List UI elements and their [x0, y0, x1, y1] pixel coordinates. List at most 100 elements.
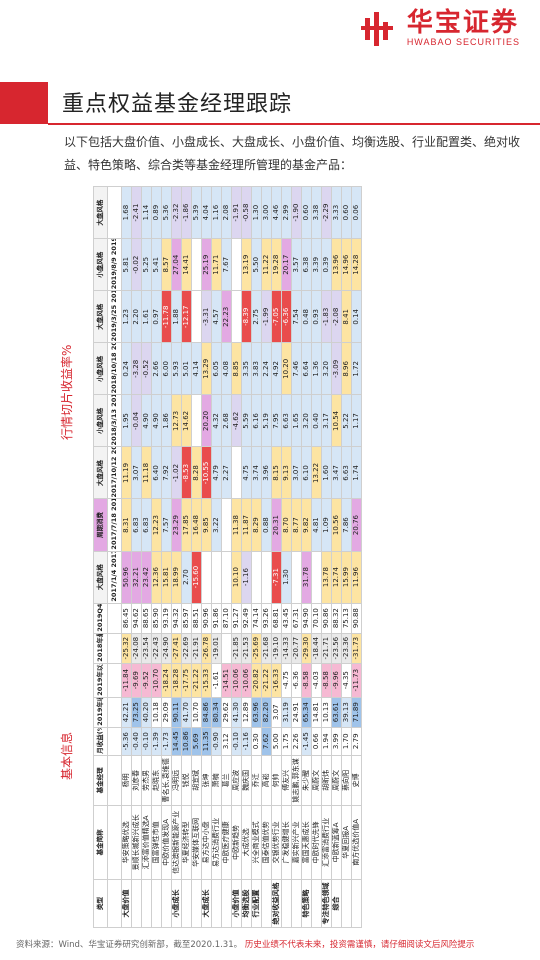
table-cell: 7.86: [341, 499, 352, 552]
table-cell: [131, 879, 142, 928]
table-cell: [261, 879, 272, 928]
table-cell: -0.90: [211, 727, 222, 756]
table-cell: -21.22: [261, 663, 272, 698]
table-cell: 84.86: [201, 697, 212, 728]
table-cell: 1.72: [351, 342, 362, 395]
table-cell: 0.40: [311, 394, 322, 447]
table-cell: 傅友兴: [281, 755, 292, 806]
table-row: 嘉实新兴产业 姚志鹏,郭东谋 2.26 24.91 -6.36 -20.77 67.31 8.…: [291, 186, 302, 928]
table-cell: 周蔚文: [331, 755, 342, 806]
table-row: 景顺长城新兴成长 刘彦春 -0.40 73.25 -9.69 -24.08 94.62 32.…: [131, 186, 142, 928]
table-cell: 10.20: [281, 342, 292, 395]
table-cell: 2.99: [281, 186, 292, 239]
table-cell: [141, 879, 152, 928]
table-cell: 41.30: [231, 697, 242, 728]
table-cell: 3.74: [251, 446, 262, 499]
table-cell: 2.79: [351, 727, 362, 756]
table-cell: 91.86: [211, 603, 222, 634]
table-header-cell: 月收益(%): [93, 727, 108, 756]
table-row: 广发稳健增长 傅友兴 1.75 31.19 -4.75 -14.33 43.45 1.30 8.…: [281, 186, 292, 928]
table-cell: 20.20: [201, 394, 212, 447]
table-date-cell-blank: [107, 697, 122, 728]
table-cell: 国富弹性市值: [151, 805, 162, 880]
table-cell: 5.39: [191, 186, 202, 239]
table-cell: -22.43: [151, 633, 162, 664]
table-cell: 10.10: [231, 551, 242, 604]
table-cell: 12.23: [151, 499, 162, 552]
table-cell: 6.38: [301, 238, 312, 291]
table-cell: 萧楠: [211, 755, 222, 806]
table-cell: 5.22: [341, 394, 352, 447]
table-cell: 5.01: [181, 342, 192, 395]
table-header-cell: 2018年最大回撤(%): [93, 633, 108, 664]
table-cell: -1.61: [211, 663, 222, 698]
table-cell: 12.73: [171, 394, 182, 447]
table-cell: 易方达中小盘: [201, 805, 212, 880]
table-cell: -21.53: [241, 633, 252, 664]
table-cell: -5.36: [121, 727, 132, 756]
table-cell: 0.60: [341, 186, 352, 239]
table-cell: 15.81: [161, 551, 172, 604]
table-cell: 14.41: [181, 238, 192, 291]
table-cell: 中欧新趋势: [231, 805, 242, 880]
table-cell: 23.29: [171, 499, 182, 552]
table-cell: -29.30: [301, 633, 312, 664]
table-cell: -4.75: [281, 663, 292, 698]
table-cell: 4.75: [241, 446, 252, 499]
table-cell: -1.83: [321, 290, 332, 343]
table-cell: -18.24: [161, 663, 172, 698]
table-cell: 10.86: [181, 727, 192, 756]
table-cell: 中欧医疗健康: [221, 805, 232, 880]
table-cell: -0.10: [141, 727, 152, 756]
table-cell: 中欧价值发现A: [161, 805, 172, 880]
table-header-row: 类型基金简称基金经理月收益(%)2019年收益(%)2019年以来最大回撤(%)…: [93, 186, 108, 928]
table-cell: 冯明远: [171, 755, 182, 806]
table-cell: 2.26: [291, 727, 302, 756]
title-divider: [48, 123, 540, 125]
table-cell: 2.68: [221, 394, 232, 447]
table-cell: 8.57: [161, 238, 172, 291]
table-cell: 31.78: [301, 551, 312, 604]
table-cell: -25.69: [251, 633, 262, 664]
table-cell: 4.57: [211, 290, 222, 343]
table-date-cell-blank: [107, 663, 122, 698]
table-cell: [161, 879, 172, 928]
table-cell: 3.07: [131, 446, 142, 499]
table-cell: 周蔚文: [311, 755, 322, 806]
table-cell: 0.60: [301, 186, 312, 239]
table-cell: 1.23: [121, 290, 132, 343]
table-cell: 3.00: [261, 186, 272, 239]
table-cell: -6.36: [281, 290, 292, 343]
table-date-cell: 2017/7/18 2017/10/12: [107, 499, 122, 552]
table-cell: 94.32: [171, 603, 182, 634]
table-cell: 23.42: [141, 551, 152, 604]
table-cell: -0.02: [131, 238, 142, 291]
table-cell: 4.32: [211, 394, 222, 447]
table-cell: 0.24: [121, 342, 132, 395]
table-cell: -23.56: [331, 633, 342, 664]
table-cell: -0.40: [131, 727, 142, 756]
table-row: 中欧时代先锋 周蔚文 0.66 14.81 -4.03 -18.44 70.10 4.81 13…: [311, 186, 322, 928]
table-cell: 7.46: [291, 342, 302, 395]
table-cell: 交银优势行业: [271, 805, 282, 880]
table-cell: 3.47: [331, 446, 342, 499]
table-cell: 86.45: [121, 603, 132, 634]
table-row: 大盘成长 易方达中小盘 张坤 11.35 84.86 -15.33 -26.78 90.96 9…: [201, 186, 212, 928]
table-cell: 29.09: [161, 697, 172, 728]
table-date-cell: 2017/10/12 2018/1/30: [107, 446, 122, 499]
table-cell: -0.04: [131, 394, 142, 447]
table-cell: 1.95: [121, 394, 132, 447]
table-cell: 5.00: [271, 727, 282, 756]
table-cell: -0.58: [241, 186, 252, 239]
table-cell: 10.70: [191, 697, 202, 728]
table-cell: 绝对收益风格: [271, 879, 282, 928]
table-cell: 4.04: [201, 186, 212, 239]
table-cell: 5.59: [241, 394, 252, 447]
table-cell: -1.86: [181, 186, 192, 239]
table-cell: -27.41: [171, 633, 182, 664]
table-cell: 8.41: [341, 290, 352, 343]
table-cell: 5.36: [161, 186, 172, 239]
table-cell: -20.77: [291, 633, 302, 664]
table-cell: 3.99: [331, 727, 342, 756]
table-cell: 1.74: [351, 446, 362, 499]
